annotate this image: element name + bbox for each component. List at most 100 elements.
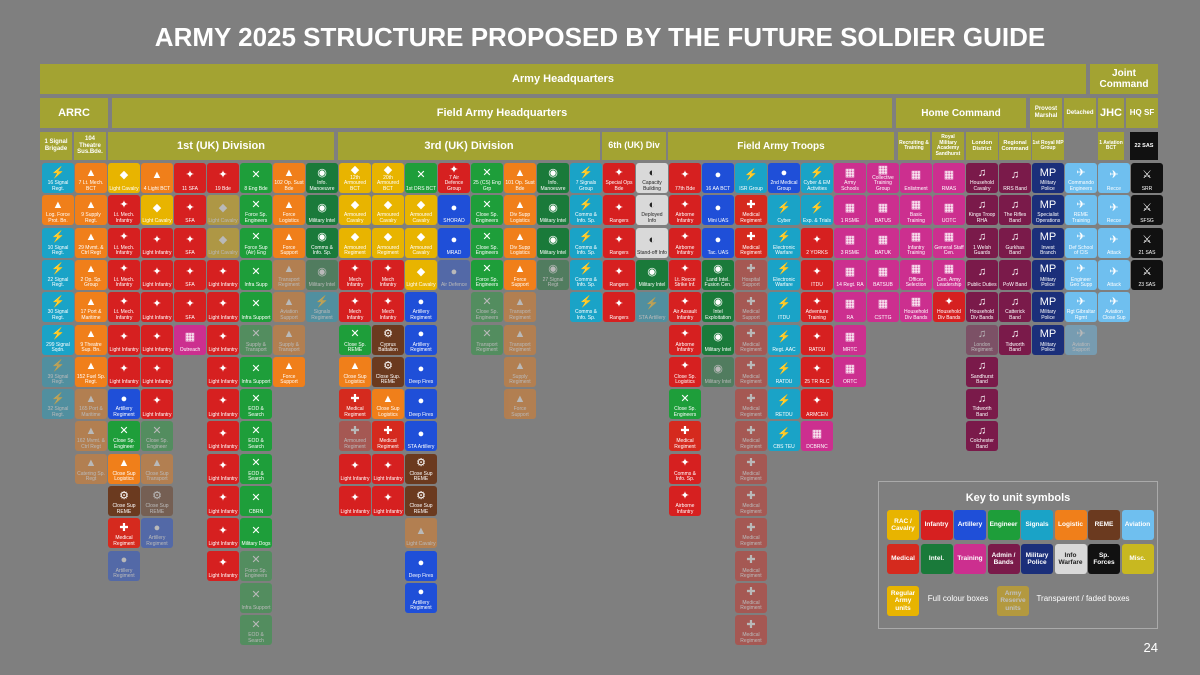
adm-icon: ♫	[1010, 198, 1020, 211]
unit-label: 7 Lt. Mech. BCT	[78, 180, 104, 192]
inf-icon: ✦	[185, 233, 195, 246]
inf-icon: ✦	[812, 363, 822, 376]
med-icon: ✚	[746, 295, 756, 308]
unit-tile: ◐ Deployed Info	[636, 195, 668, 226]
adm-icon: ♫	[1010, 266, 1020, 279]
log-icon: ▲	[85, 198, 97, 211]
unit-label: Transport Regiment	[278, 276, 300, 289]
mp-icon: MP	[1039, 166, 1057, 179]
unit-label: Lt. Mech. Infantry	[113, 309, 135, 321]
unit-label: Medical Regiment	[740, 438, 762, 450]
eng-icon: ✕	[251, 266, 261, 279]
trg-icon: ▦	[910, 231, 922, 244]
div1-bar: 1st (UK) Division	[108, 132, 334, 160]
adm-icon: ♫	[977, 166, 987, 179]
sig-icon: ⚡	[777, 330, 791, 343]
unit-label: Infantry Training	[907, 244, 925, 257]
unit-label: Military Police	[1040, 276, 1056, 289]
key-chip-sig: Signals	[1021, 510, 1053, 540]
art-icon: ●	[417, 556, 425, 569]
unit-label: Light Infantry	[208, 347, 238, 353]
unit-tile: ✦ Light Infantry	[207, 486, 239, 516]
inf-icon: ✦	[218, 492, 228, 505]
unit-tile: ✦ Light Infantry	[141, 292, 173, 323]
unit-label: Light Infantry	[373, 508, 403, 515]
unit-label: Deep Fires	[408, 379, 434, 386]
unit-tile: ♫ PoW Band	[999, 259, 1031, 290]
eng-icon: ✕	[251, 492, 261, 505]
unit-label: Light Infantry	[109, 379, 139, 386]
unit-tile: ▲ Catering Sp. Regt	[75, 453, 107, 484]
hq-sf-bar: HQ SF	[1126, 98, 1158, 128]
unit-label: Attack	[1107, 250, 1121, 257]
sig-icon: ⚡	[51, 231, 65, 244]
inf-icon: ✦	[152, 395, 162, 408]
unit-label: Light Infantry	[142, 314, 172, 321]
unit-label: Light Infantry	[208, 282, 238, 289]
inf-icon: ✦	[383, 459, 393, 472]
unit-label: REME Training	[1072, 212, 1090, 224]
int-icon: ◉	[647, 266, 657, 279]
adm-icon: ♫	[1010, 295, 1020, 308]
int-icon: ◉	[548, 201, 558, 214]
unit-label: Military Police	[1040, 309, 1056, 321]
inf-icon: ✦	[152, 330, 162, 343]
avn-icon: ✈	[1109, 266, 1119, 279]
unit-label: Force Sp. Engineers	[244, 567, 268, 580]
joint-command-bar: Joint Command	[1090, 64, 1158, 94]
inf-icon: ✦	[218, 363, 228, 376]
med-icon: ✚	[350, 392, 360, 405]
unit-label: Deep Fires	[408, 573, 434, 580]
log-icon: ▲	[415, 524, 427, 537]
avn-icon: ✈	[1109, 169, 1119, 182]
unit-tile: ⚡ Electronic Warfare	[768, 227, 800, 258]
london-district-bar: London District	[966, 132, 998, 160]
trg-icon: ▦	[943, 169, 955, 182]
sf-icon: ⚔	[1142, 169, 1152, 182]
unit-label: 162 Mvmt. & Ctrl Regt	[76, 438, 106, 450]
rac-icon: ◆	[383, 231, 393, 244]
unit-label: Armoured Cavalry	[344, 212, 366, 224]
unit-label: ARMCEN	[806, 411, 828, 418]
unit-label: Special Ops Bde	[605, 180, 633, 192]
avn-icon: ✈	[1076, 198, 1086, 211]
unit-label: Military Dogs	[241, 540, 271, 547]
unit-label: 2nd Medical Group	[770, 180, 798, 192]
unit-label: SFA	[185, 250, 195, 257]
unit-tile: ✈ Engineer Geo Supp	[1065, 259, 1097, 290]
unit-label: Close Sup Logistics	[343, 373, 367, 386]
unit-label: DCBRNC	[806, 443, 828, 450]
unit-label: Specialist Operations	[1035, 212, 1061, 224]
art-icon: ●	[153, 521, 161, 534]
unit-tile: ✦ Lt. Mech. Infantry	[108, 259, 140, 290]
key-chip-mp: Military Police	[1021, 544, 1053, 574]
unit-label: Lt. Mech. Infantry	[113, 244, 135, 257]
unit-label: Cyprus Battalion	[378, 341, 398, 353]
unit-label: Close Sup. REME	[375, 373, 401, 386]
unit-tile: ▲ Close Sup Logistics	[372, 389, 404, 420]
unit-tile: ✦ Light Infantry	[207, 550, 239, 581]
unit-tile: ✦ Light Infantry	[372, 453, 404, 484]
unit-tile: ♫ Tidworth Band	[999, 324, 1031, 355]
unit-tile: ♫ Catterick Band	[999, 292, 1031, 323]
unit-label: EOD & Search	[248, 632, 264, 644]
trg-icon: ▦	[844, 233, 856, 246]
sig-icon: ⚡	[51, 166, 65, 179]
unit-tile: ▦ Officer Selection	[900, 259, 932, 290]
unit-tile: ▦ RA	[834, 292, 866, 323]
unit-tile: ▦ Enlistment	[900, 163, 932, 193]
eng-icon: ✕	[251, 524, 261, 537]
unit-tile: ⚡ 299 Signal Sqdn.	[42, 324, 74, 355]
unit-label: Armoured Cavalry	[377, 212, 399, 224]
inf-icon: ✦	[185, 298, 195, 311]
unit-label: Medical Regiment	[740, 406, 762, 418]
unit-tile: ✦ Lt. Recce Strike Inf.	[669, 259, 701, 290]
inf-icon: ✦	[614, 166, 624, 179]
unit-label: Aviation Close Sup	[1102, 309, 1126, 321]
eng-icon: ✕	[251, 363, 261, 376]
inf-icon: ✦	[614, 266, 624, 279]
unit-label: Enlistment	[904, 185, 928, 192]
unit-tile: ⚡ 16 Signal Regt.	[42, 163, 74, 193]
unit-tile: ✦ Light Infantry	[339, 453, 371, 484]
inf-icon: ✦	[119, 330, 129, 343]
